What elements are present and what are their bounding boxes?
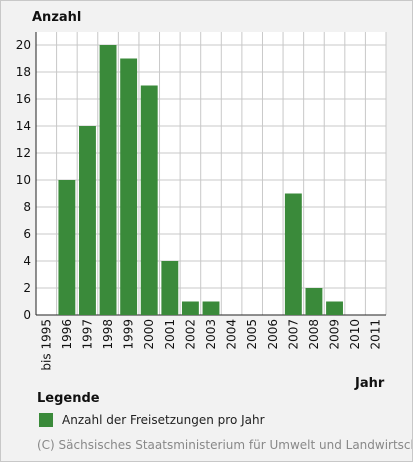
bar-2000 — [140, 85, 158, 315]
x-tick-label: bis 1995 — [39, 319, 53, 371]
legend-item: Anzahl der Freisetzungen pro Jahr — [39, 412, 265, 428]
x-tick-label: 2005 — [245, 319, 259, 350]
bar-2002 — [181, 301, 199, 315]
x-tick-label: 2000 — [142, 319, 156, 350]
y-tick-label: 2 — [23, 281, 31, 295]
x-tick-label: 1997 — [80, 319, 94, 350]
y-tick-label: 0 — [23, 308, 31, 322]
x-tick-label: 2011 — [369, 319, 383, 350]
legend-swatch — [39, 413, 53, 427]
y-tick-labels: 0 2 4 6 8 10 12 14 16 18 20 — [16, 38, 31, 322]
y-axis-label: Anzahl — [32, 10, 82, 25]
x-tick-label: 2006 — [266, 319, 280, 350]
x-tick-label: 2010 — [348, 319, 362, 350]
x-tick-label: 2008 — [307, 319, 321, 350]
bar-1997 — [79, 126, 96, 315]
y-tick-label: 4 — [23, 254, 31, 268]
copyright-text: (C) Sächsisches Staatsministerium für Um… — [37, 438, 413, 452]
y-tick-label: 8 — [23, 200, 31, 214]
x-tick-label: 2002 — [183, 319, 197, 350]
x-tick-label: 1998 — [101, 319, 115, 350]
x-tick-label: 2009 — [328, 319, 342, 350]
x-tick-label: 1996 — [60, 319, 74, 350]
x-tick-label: 1999 — [122, 319, 136, 350]
x-tick-label: 2007 — [286, 319, 300, 350]
bar-2008 — [305, 288, 323, 315]
x-axis-label: Jahr — [355, 376, 385, 391]
bar-2009 — [326, 301, 343, 315]
legend-label: Anzahl der Freisetzungen pro Jahr — [62, 413, 265, 427]
bars — [58, 45, 343, 315]
x-tick-labels: bis 1995 1996 1997 1998 1999 2000 2001 2002 2003… — [39, 319, 382, 371]
legend-title: Legende — [37, 391, 100, 406]
bar-chart: 0 2 4 6 8 10 12 14 16 18 20 bis 1995 1996 1997 1998 19… — [16, 32, 387, 371]
y-tick-label: 12 — [16, 146, 31, 160]
bar-2007 — [284, 193, 302, 315]
bar-1999 — [120, 58, 138, 315]
bar-2001 — [161, 261, 179, 315]
bar-2003 — [202, 301, 220, 315]
y-tick-label: 18 — [16, 65, 31, 79]
x-tick-label: 2001 — [163, 319, 177, 350]
y-tick-label: 10 — [16, 173, 31, 187]
bar-1998 — [99, 45, 117, 315]
x-tick-label: 2004 — [225, 319, 239, 350]
y-tick-label: 6 — [23, 227, 31, 241]
y-tick-label: 20 — [16, 38, 31, 52]
bar-1996 — [58, 180, 76, 315]
y-tick-label: 14 — [16, 119, 31, 133]
y-tick-label: 16 — [16, 92, 31, 106]
x-tick-label: 2003 — [204, 319, 218, 350]
